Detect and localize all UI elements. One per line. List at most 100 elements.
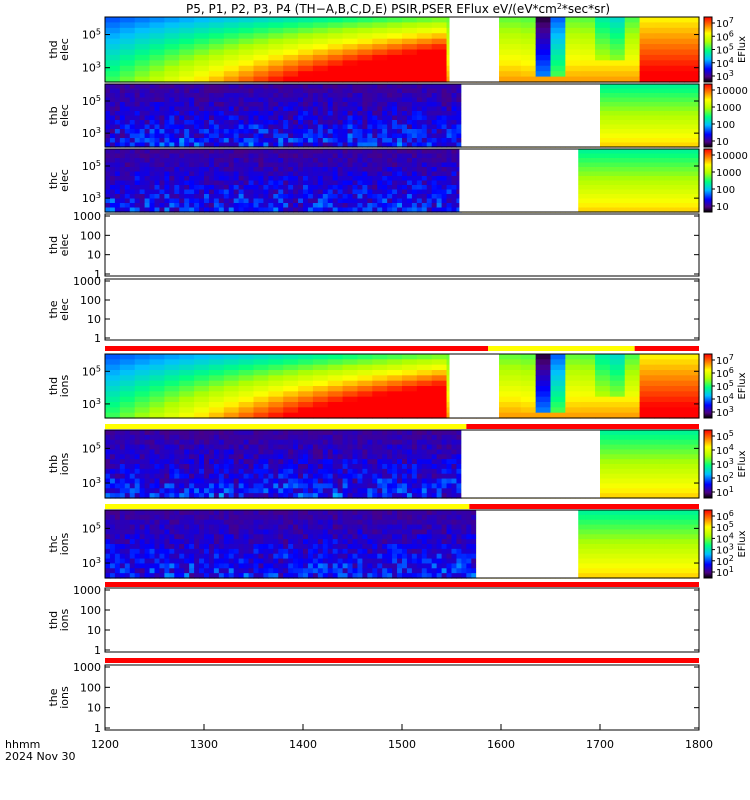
spectrogram-cell xyxy=(619,176,626,182)
spectrogram-cell xyxy=(367,176,373,182)
spectrogram-cell xyxy=(149,488,156,494)
spectrogram-cell xyxy=(392,102,398,108)
spectrogram-cell xyxy=(159,185,165,191)
spectrogram-cell xyxy=(684,97,690,103)
spectrogram-cell xyxy=(634,153,641,159)
spectrogram-cell xyxy=(213,84,220,90)
spectrogram-thd-elec xyxy=(105,17,700,83)
spectrogram-cell xyxy=(164,102,170,108)
spectrogram-cell xyxy=(629,133,636,139)
spectrogram-cell xyxy=(362,162,368,168)
spectrogram-cell xyxy=(208,354,225,360)
spectrogram-cell xyxy=(317,203,324,209)
spectrogram-cell xyxy=(228,473,235,480)
spectrogram-cell xyxy=(446,194,453,200)
spectrogram-cell xyxy=(619,88,626,94)
spectrogram-cell xyxy=(223,207,230,213)
spectrogram-cell xyxy=(293,203,299,209)
spectrogram-cell xyxy=(619,194,626,200)
spectrogram-cell xyxy=(614,176,621,182)
spectrogram-cell xyxy=(426,158,433,164)
spectrogram-cell xyxy=(283,370,299,376)
spectrogram-cell xyxy=(679,133,685,139)
spectrogram-cell xyxy=(382,176,388,182)
spectrogram-cell xyxy=(654,391,670,398)
spectrogram-cell xyxy=(154,97,161,103)
spectrogram-cell xyxy=(159,115,165,121)
spectrogram-cell xyxy=(372,142,378,148)
spectrogram-cell xyxy=(580,180,586,186)
spectrogram-cell xyxy=(659,115,665,121)
spectrogram-cell xyxy=(298,176,304,182)
spectrogram-cell xyxy=(387,149,393,155)
spectrogram-cell xyxy=(580,49,596,56)
spectrogram-cell xyxy=(446,129,453,135)
spectrogram-cell xyxy=(659,162,665,168)
spectrogram-cell xyxy=(223,88,230,94)
spectrogram-cell xyxy=(238,65,255,72)
spectrogram-cell xyxy=(436,129,443,135)
spectrogram-cell xyxy=(629,185,636,191)
spectrogram-cell xyxy=(199,493,205,499)
spectrogram-cell xyxy=(169,459,175,465)
spectrogram-cell xyxy=(332,203,339,209)
spectrogram-cell xyxy=(357,17,373,24)
spectrogram-cell xyxy=(144,430,151,436)
spectrogram-cell xyxy=(421,203,428,209)
spectrogram-cell xyxy=(317,84,324,90)
spectrogram-cell xyxy=(199,167,205,173)
spectrogram-cell xyxy=(278,473,284,480)
spectrogram-cell xyxy=(105,167,111,173)
spectrogram-cell xyxy=(223,102,230,108)
spectrogram-cell xyxy=(337,198,344,204)
spectrogram-cell xyxy=(357,207,363,213)
spectrogram-cell xyxy=(263,138,269,144)
spectrogram-cell xyxy=(654,171,660,177)
spectrogram-cell xyxy=(293,167,299,173)
spectrogram-cell xyxy=(659,129,665,135)
spectrogram-cell xyxy=(431,133,438,139)
spectrogram-cell xyxy=(659,106,665,112)
spectrogram-cell xyxy=(184,142,190,148)
spectrogram-cell xyxy=(169,483,175,489)
spectrogram-cell xyxy=(362,120,368,126)
spectrogram-cell xyxy=(436,115,443,121)
spectrogram-cell xyxy=(169,93,175,99)
spectrogram-cell xyxy=(372,380,388,387)
spectrogram-cell xyxy=(303,102,309,108)
spectrogram-cell xyxy=(397,185,403,191)
spectrogram-cell xyxy=(674,189,680,195)
spectrogram-cell xyxy=(520,60,537,67)
spectrogram-cell xyxy=(595,185,601,191)
spectrogram-cell xyxy=(372,203,378,209)
spectrogram-cell xyxy=(174,162,180,168)
spectrogram-cell xyxy=(144,153,151,159)
spectrogram-cell xyxy=(317,138,324,144)
spectrogram-cell xyxy=(213,158,220,164)
spectrogram-cell xyxy=(352,176,359,182)
spectrogram-cell xyxy=(278,171,284,177)
spectrogram-cell xyxy=(283,115,289,121)
colorbar-tick-label-base: 10 xyxy=(716,408,729,419)
spectrogram-cell xyxy=(223,153,230,159)
spectrogram-cell xyxy=(114,167,121,173)
spectrogram-cell xyxy=(114,111,121,117)
spectrogram-cell xyxy=(149,483,156,489)
spectrogram-cell xyxy=(278,102,284,108)
spectrogram-cell xyxy=(411,120,418,126)
spectrogram-cell xyxy=(109,158,116,164)
y-tick-label-base: 10 xyxy=(82,365,96,378)
spectrogram-cell xyxy=(194,439,200,446)
spectrogram-cell xyxy=(644,88,651,94)
spectrogram-cell xyxy=(164,44,180,51)
spectrogram-cell xyxy=(307,194,314,200)
spectrogram-cell xyxy=(669,133,675,139)
spectrogram-cell xyxy=(129,102,136,108)
spectrogram-cell xyxy=(139,478,146,485)
spectrogram-cell xyxy=(208,185,215,191)
spectrogram-cell xyxy=(174,124,180,130)
spectrogram-cell xyxy=(684,176,690,182)
spectrogram-cell xyxy=(208,407,225,414)
spectrogram-cell xyxy=(322,142,329,148)
spectrogram-cell xyxy=(505,386,522,392)
